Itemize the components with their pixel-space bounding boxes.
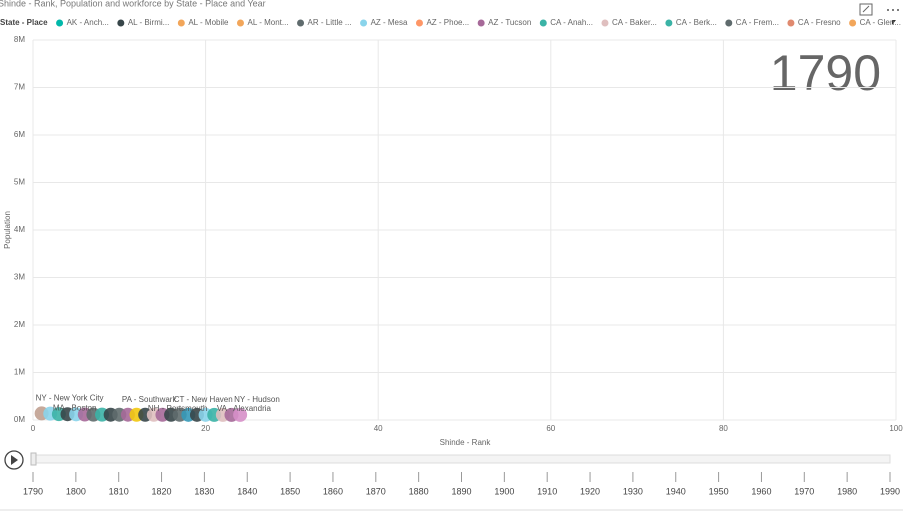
play-axis-label: 1850 bbox=[280, 486, 300, 496]
legend-marker bbox=[665, 19, 673, 27]
play-axis-label: 1980 bbox=[837, 486, 857, 496]
play-axis-label: 1920 bbox=[580, 486, 600, 496]
play-axis-label: 1890 bbox=[451, 486, 471, 496]
legend-marker bbox=[415, 19, 423, 27]
x-tick-label: 20 bbox=[201, 424, 210, 433]
x-tick-label: 40 bbox=[374, 424, 383, 433]
play-axis-label: 1900 bbox=[494, 486, 514, 496]
more-options[interactable] bbox=[887, 9, 899, 11]
play-axis-label: 1830 bbox=[194, 486, 214, 496]
legend-item[interactable]: AZ - Phoe... bbox=[426, 18, 469, 27]
play-axis-track[interactable] bbox=[32, 454, 891, 464]
x-tick-label: 80 bbox=[719, 424, 728, 433]
y-tick-label: 1M bbox=[14, 368, 25, 377]
data-label: VA - Alexandria bbox=[217, 404, 272, 413]
legend-marker bbox=[177, 19, 185, 27]
y-tick-label: 8M bbox=[14, 35, 25, 44]
play-axis-thumb[interactable] bbox=[30, 452, 37, 466]
legend-item[interactable]: AL - Mont... bbox=[247, 18, 288, 27]
play-axis-label: 1820 bbox=[152, 486, 172, 496]
play-axis-label: 1790 bbox=[23, 486, 43, 496]
legend-item[interactable]: AZ - Tucson bbox=[488, 18, 531, 27]
legend-marker bbox=[539, 19, 547, 27]
legend-item[interactable]: CA - Anah... bbox=[550, 18, 593, 27]
data-label: MA - Boston bbox=[53, 403, 97, 412]
y-tick-label: 5M bbox=[14, 178, 25, 187]
play-axis-label: 1810 bbox=[109, 486, 129, 496]
legend-marker bbox=[601, 19, 609, 27]
legend-title: State - Place bbox=[0, 18, 48, 27]
play-axis-label: 1950 bbox=[709, 486, 729, 496]
x-tick-label: 100 bbox=[889, 424, 903, 433]
y-tick-label: 4M bbox=[14, 225, 25, 234]
y-tick-label: 6M bbox=[14, 130, 25, 139]
scroll-arrow[interactable] bbox=[892, 20, 896, 25]
play-axis-label: 1860 bbox=[323, 486, 343, 496]
legend-marker bbox=[360, 19, 368, 27]
legend-marker bbox=[236, 19, 244, 27]
play-axis-label: 1800 bbox=[66, 486, 86, 496]
legend-item[interactable]: CA - Glen... bbox=[860, 18, 901, 27]
play-axis-label: 1880 bbox=[409, 486, 429, 496]
play-axis-label: 1970 bbox=[794, 486, 814, 496]
data-label: NY - New York City bbox=[36, 394, 104, 403]
legend-marker bbox=[297, 19, 305, 27]
legend-marker bbox=[787, 19, 795, 27]
x-tick-label: 0 bbox=[31, 424, 36, 433]
legend-item[interactable]: CA - Baker... bbox=[612, 18, 657, 27]
bubble bbox=[233, 407, 248, 422]
x-tick-label: 60 bbox=[546, 424, 555, 433]
play-axis-label: 1940 bbox=[666, 486, 686, 496]
legend-marker bbox=[849, 19, 857, 27]
data-label: PA - Southwark bbox=[122, 395, 178, 404]
play-axis-label: 1960 bbox=[751, 486, 771, 496]
legend-marker bbox=[117, 19, 125, 27]
data-label: NY - Hudson bbox=[234, 395, 280, 404]
legend-item[interactable]: AL - Mobile bbox=[188, 18, 229, 27]
play-button[interactable] bbox=[4, 450, 24, 470]
visual-title: Shinde - Rank, Population and workforce … bbox=[0, 0, 266, 8]
legend-marker bbox=[725, 19, 733, 27]
play-axis-current-value: 1790 bbox=[770, 45, 881, 101]
legend-item[interactable]: AL - Birmi... bbox=[128, 18, 169, 27]
play-axis-label: 1910 bbox=[537, 486, 557, 496]
play-axis-label: 1870 bbox=[366, 486, 386, 496]
legend-item[interactable]: AR - Little ... bbox=[308, 18, 352, 27]
focus-mode-icon[interactable] bbox=[859, 3, 873, 16]
legend-item[interactable]: CA - Berk... bbox=[676, 18, 717, 27]
legend-item[interactable]: AZ - Mesa bbox=[371, 18, 408, 27]
play-axis-label: 1930 bbox=[623, 486, 643, 496]
legend-item[interactable]: CA - Frem... bbox=[736, 18, 779, 27]
data-label: NH - Portsmouth bbox=[148, 404, 208, 413]
play-axis-label: 1990 bbox=[880, 486, 900, 496]
y-tick-label: 2M bbox=[14, 320, 25, 329]
y-axis-title: Population bbox=[3, 211, 12, 249]
x-axis-title: Shinde - Rank bbox=[440, 438, 492, 447]
legend-marker bbox=[477, 19, 485, 27]
legend-marker bbox=[56, 19, 64, 27]
data-label: CT - New Haven bbox=[174, 395, 233, 404]
y-tick-label: 0M bbox=[14, 415, 25, 424]
legend-item[interactable]: AK - Anch... bbox=[67, 18, 109, 27]
play-axis-label: 1840 bbox=[237, 486, 257, 496]
y-tick-label: 7M bbox=[14, 83, 25, 92]
y-tick-label: 3M bbox=[14, 273, 25, 282]
legend-item[interactable]: CA - Fresno bbox=[798, 18, 841, 27]
